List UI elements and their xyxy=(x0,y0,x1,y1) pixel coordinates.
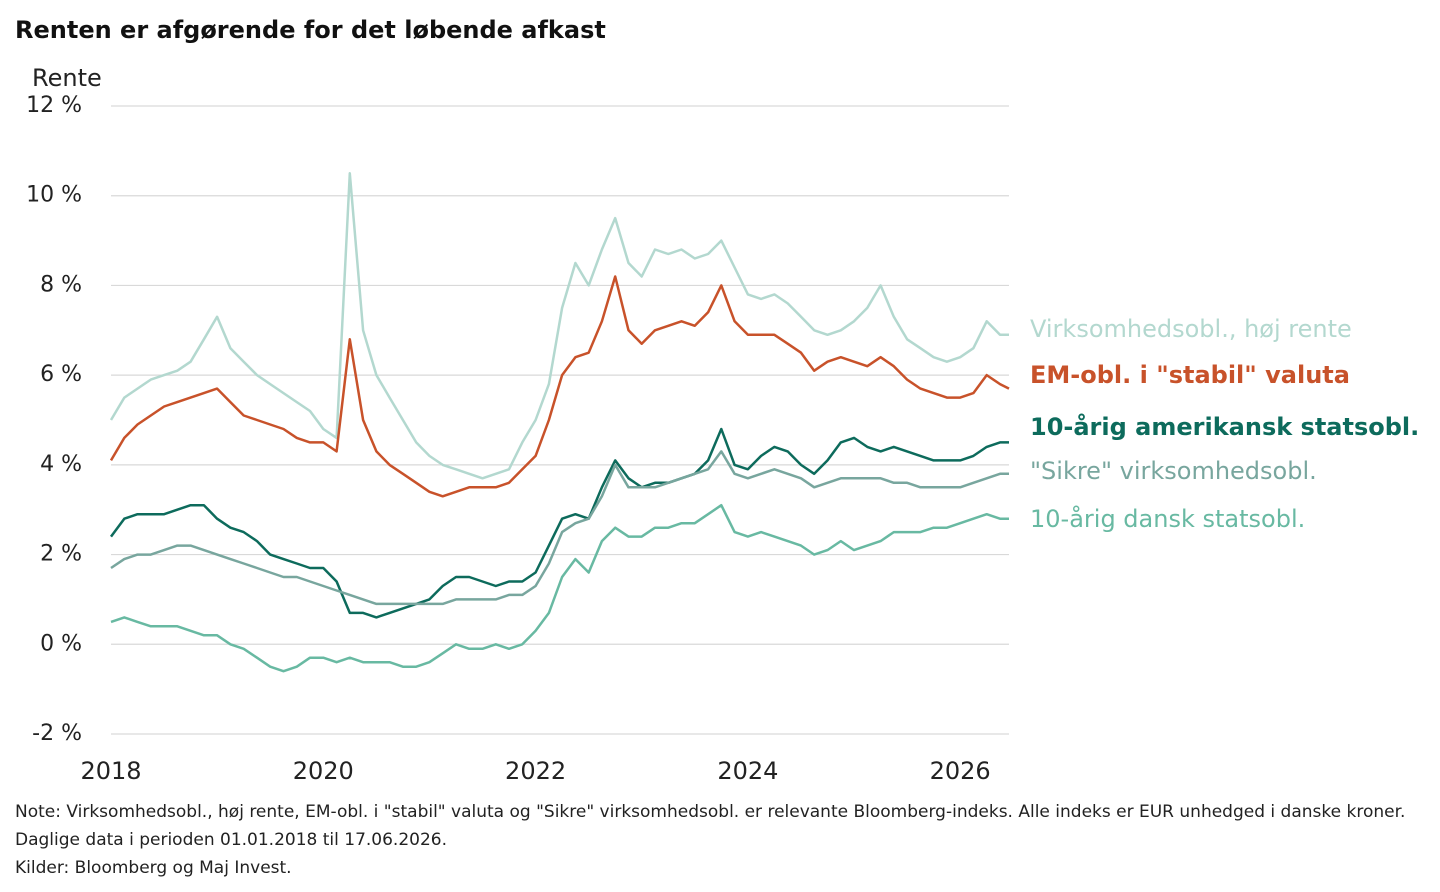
x-tick-label: 2020 xyxy=(293,757,354,785)
y-tick-label: 6 % xyxy=(40,362,82,387)
y-tick-label: 0 % xyxy=(40,631,82,656)
x-tick-label: 2022 xyxy=(505,757,566,785)
series-line xyxy=(109,427,1009,619)
series-label: Virksomhedsobl., høj rente xyxy=(1030,315,1352,343)
series-line xyxy=(109,172,1009,480)
y-axis-label: Rente xyxy=(32,64,102,92)
chart-title: Renten er afgørende for det løbende afka… xyxy=(15,16,606,44)
x-tick-label: 2026 xyxy=(930,757,991,785)
y-tick-label: 12 % xyxy=(26,93,82,118)
y-tick-label: 8 % xyxy=(40,272,82,297)
y-tick-label: 10 % xyxy=(26,183,82,208)
series-label: EM-obl. i "stabil" valuta xyxy=(1030,361,1350,389)
y-tick-label: 2 % xyxy=(40,542,82,567)
series-label: 10-årig amerikansk statsobl. xyxy=(1030,412,1419,441)
y-tick-label: -2 % xyxy=(32,721,82,746)
note: Note: Virksomhedsobl., høj rente, EM-obl… xyxy=(15,802,1406,850)
chart: Renten er afgørende for det løbende afka… xyxy=(15,16,1419,785)
series-label: "Sikre" virksomhedsobl. xyxy=(1030,457,1317,485)
series-line xyxy=(109,275,1010,498)
source: Kilder: Bloomberg og Maj Invest. xyxy=(15,858,292,878)
x-tick-label: 2018 xyxy=(80,757,141,785)
series-line xyxy=(110,450,1009,606)
series-label: 10-årig dansk statsobl. xyxy=(1030,504,1305,533)
y-tick-label: 4 % xyxy=(40,452,82,477)
series-line xyxy=(110,503,1009,673)
x-tick-label: 2024 xyxy=(717,757,778,785)
